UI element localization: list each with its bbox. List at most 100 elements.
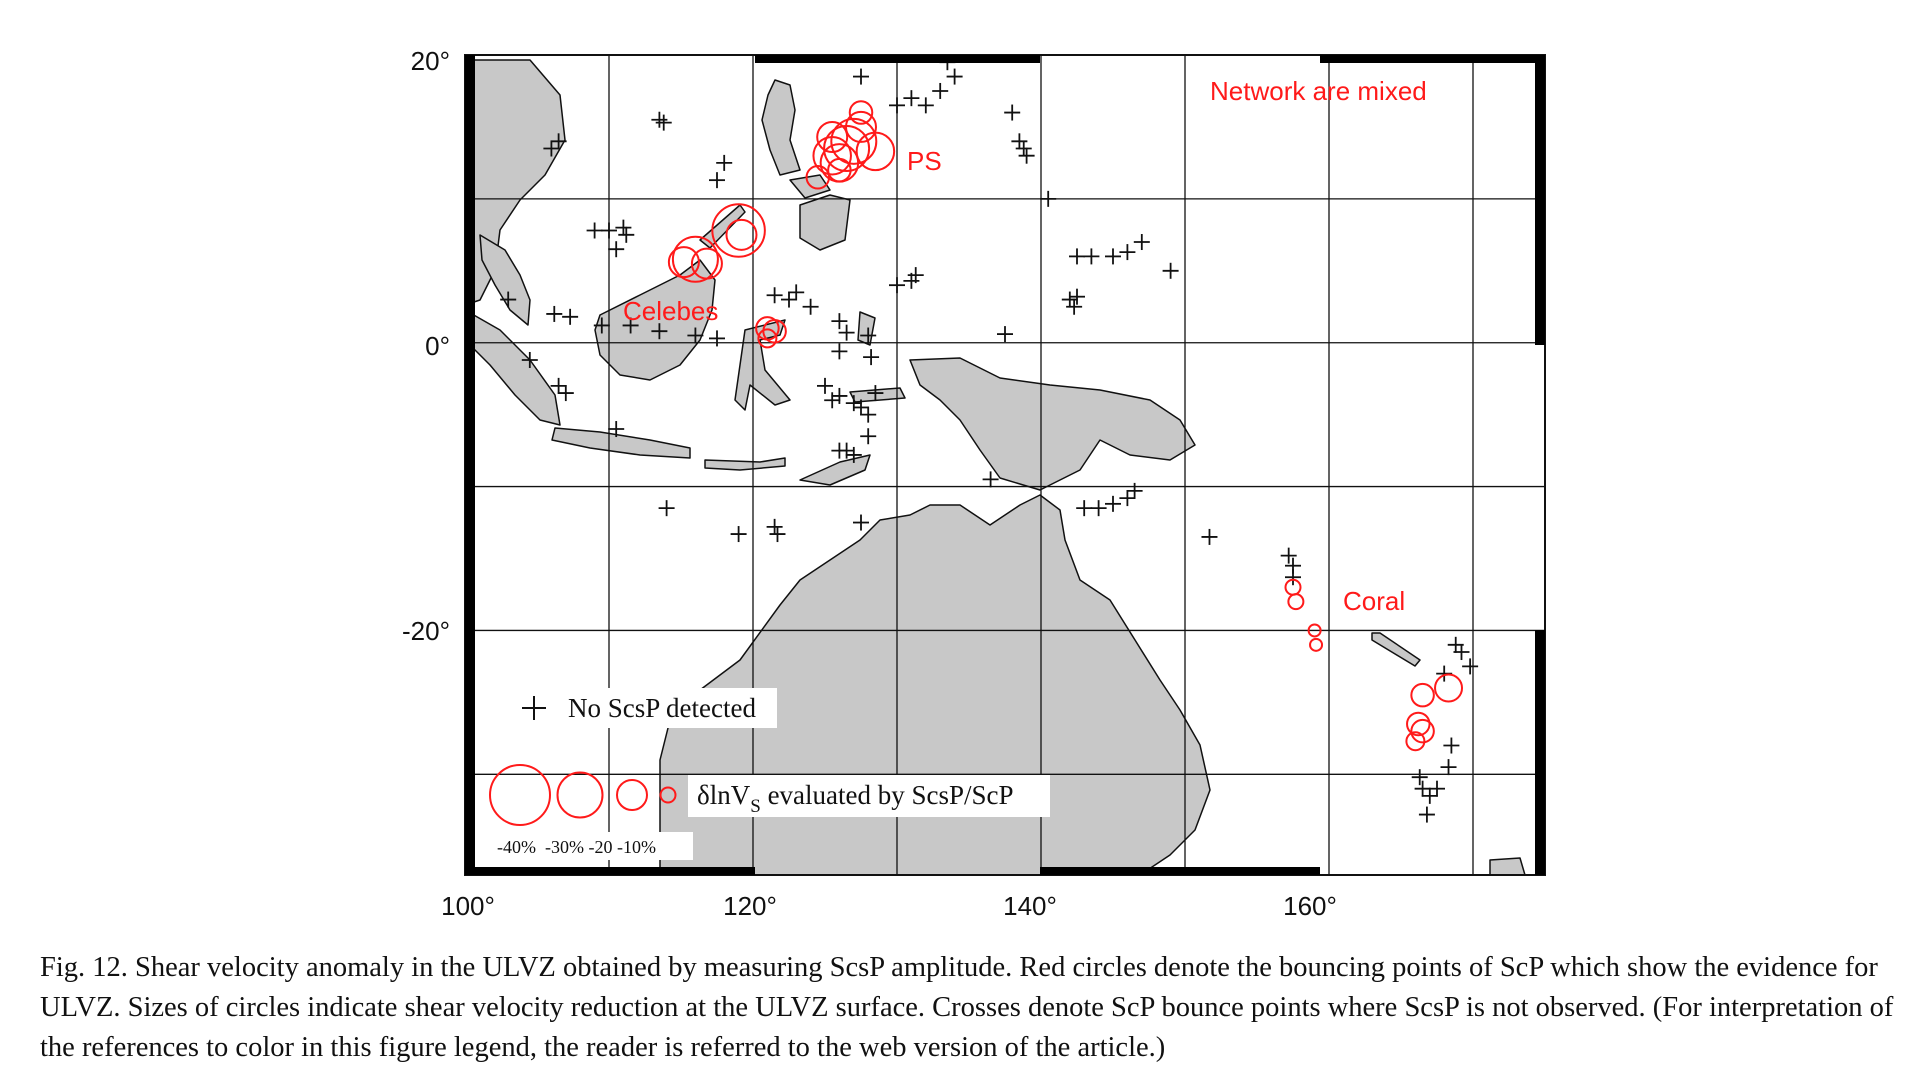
ulvz-circle: [725, 218, 758, 251]
legend-cross-box: [515, 688, 777, 728]
no-scsp-cross: [608, 421, 625, 438]
ulvz-circle: [848, 100, 874, 125]
ulvz-circle: [805, 165, 831, 190]
ulvz-circle: [855, 131, 896, 172]
lesser-sunda-land: [704, 457, 786, 471]
lon-tick-100: 100°: [441, 891, 495, 921]
no-scsp-cross: [1421, 787, 1438, 804]
no-scsp-cross: [615, 219, 632, 236]
no-scsp-cross: [562, 308, 579, 325]
no-scsp-cross: [687, 327, 704, 344]
no-scsp-cross: [853, 68, 869, 85]
no-scsp-cross: [831, 387, 848, 404]
no-scsp-cross: [716, 154, 733, 171]
no-scsp-cross: [917, 97, 934, 114]
no-scsp-cross: [1462, 658, 1479, 675]
ulvz-circle: [830, 117, 878, 165]
sumatra-land: [464, 309, 561, 426]
no-scsp-cross: [863, 349, 880, 366]
no-scsp-cross: [586, 222, 603, 239]
no-scsp-crosses: [500, 54, 1479, 823]
no-scsp-cross: [1411, 769, 1428, 786]
no-scsp-cross: [1076, 500, 1093, 517]
no-scsp-cross: [1418, 806, 1435, 823]
no-scsp-cross: [997, 326, 1013, 343]
no-scsp-cross: [550, 377, 567, 394]
ulvz-circle: [1307, 623, 1322, 638]
no-scsp-cross: [903, 90, 920, 107]
no-scsp-cross: [907, 267, 924, 284]
no-scsp-cross: [781, 291, 797, 308]
no-scsp-cross: [608, 241, 625, 258]
ulvz-circle: [690, 247, 723, 280]
ulvz-circle: [1410, 718, 1435, 744]
no-scsp-cross: [889, 97, 905, 114]
ulvz-circle: [1410, 682, 1435, 708]
no-scsp-cross: [655, 114, 672, 131]
no-scsp-cross: [831, 313, 848, 330]
legend-scale-circle: [489, 764, 551, 826]
no-scsp-cross: [845, 446, 862, 463]
no-scsp-cross: [860, 327, 877, 344]
ps-label: PS: [907, 146, 942, 176]
legend-circle-label: δlnVS evaluated by ScsP/ScP: [697, 780, 1014, 817]
no-scsp-cross: [838, 324, 855, 341]
no-scsp-cross: [651, 323, 668, 340]
no-scsp-cross: [1119, 244, 1136, 261]
malay-peninsula-land: [479, 234, 531, 326]
no-scsp-cross: [658, 500, 675, 517]
ulvz-circle: [1405, 731, 1426, 752]
no-scsp-cross: [651, 111, 668, 128]
no-scsp-cross: [521, 351, 538, 368]
no-scsp-cross: [802, 298, 819, 315]
legend-scale-circles: [489, 764, 677, 826]
halmahera-land: [857, 311, 876, 346]
no-scsp-cross: [1105, 495, 1121, 512]
no-scsp-cross: [853, 399, 869, 416]
no-scsp-cross: [766, 518, 783, 535]
no-scsp-cross: [831, 442, 848, 459]
legend-scale-circle: [659, 786, 677, 804]
legend-scale-box: [493, 832, 693, 860]
figure-caption: Fig. 12. Shear velocity anomaly in the U…: [40, 952, 1894, 1063]
no-scsp-cross: [769, 526, 786, 543]
legend-scale-circle: [616, 779, 648, 811]
no-scsp-cross: [601, 222, 617, 239]
no-scsp-cross: [982, 471, 999, 488]
no-scsp-cross: [1440, 759, 1457, 776]
no-scsp-cross: [766, 287, 783, 304]
ulvz-circle: [667, 246, 700, 279]
no-scsp-cross: [1429, 780, 1445, 797]
no-scsp-cross: [860, 406, 877, 423]
no-scsp-cross: [817, 377, 833, 394]
ulvz-circle: [1287, 593, 1305, 611]
no-scsp-cross: [1133, 234, 1150, 251]
no-scsp-cross: [946, 68, 963, 85]
no-scsp-cross: [1069, 288, 1085, 305]
no-scsp-cross: [1011, 133, 1028, 150]
no-scsp-cross: [788, 284, 805, 301]
ulvz-circle: [816, 121, 849, 153]
ulvz-circle: [711, 203, 766, 258]
lat-tick-0: 0°: [425, 331, 450, 361]
no-scsp-cross: [730, 526, 747, 543]
no-scsp-cross: [593, 317, 610, 334]
no-scsp-cross: [932, 82, 949, 99]
palawan-land: [699, 204, 746, 249]
no-scsp-cross: [1280, 547, 1297, 564]
no-scsp-cross: [546, 305, 563, 322]
ulvz-circle: [671, 235, 719, 283]
no-scsp-cross: [618, 226, 635, 243]
no-scsp-cross: [1004, 104, 1021, 121]
no-scsp-cross: [845, 395, 862, 412]
network-label: Network are mixed: [1210, 76, 1427, 106]
no-scsp-cross: [1105, 248, 1121, 265]
no-scsp-cross: [1414, 780, 1431, 797]
no-scsp-cross: [1126, 482, 1143, 499]
map-frame: [464, 54, 1546, 876]
no-scsp-cross: [831, 343, 848, 360]
lon-tick-labels: 100° 120° 140° 160°: [441, 891, 1337, 921]
no-scsp-cross: [709, 330, 725, 347]
no-scsp-cross: [1061, 291, 1078, 308]
ulvz-circle: [1434, 673, 1464, 703]
